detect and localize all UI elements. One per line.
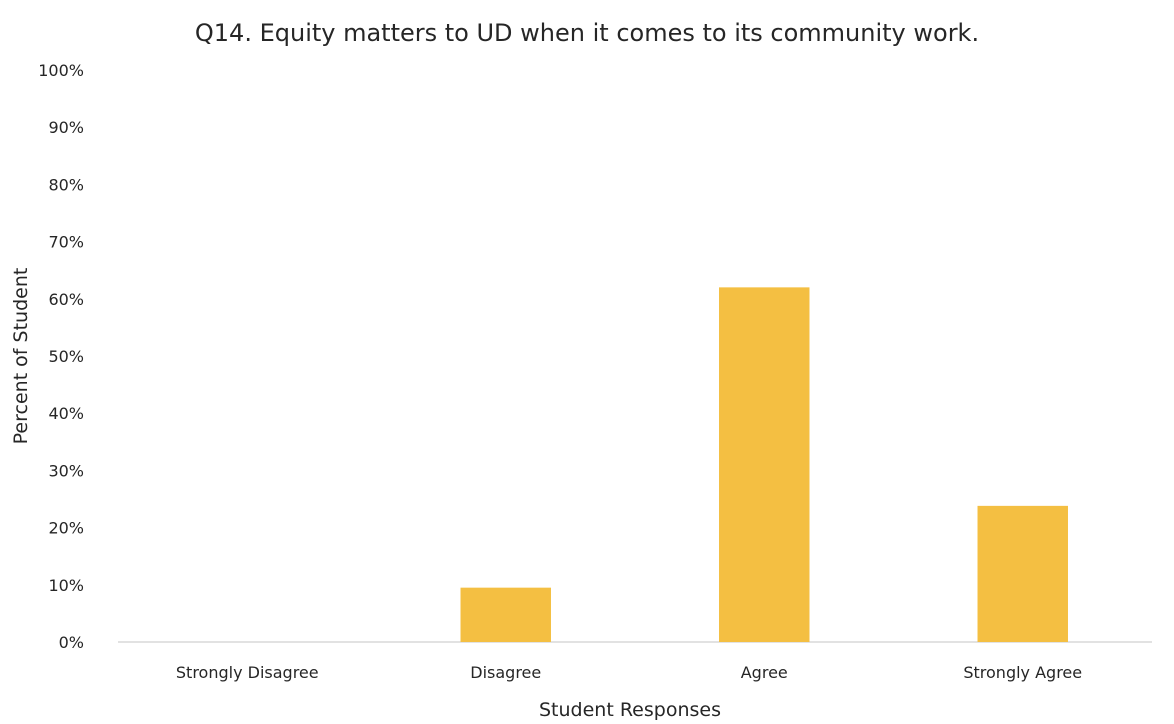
y-tick-label: 70%	[48, 233, 84, 252]
y-tick-label: 20%	[48, 519, 84, 538]
x-tick-label: Strongly Agree	[963, 663, 1082, 682]
y-tick-label: 10%	[48, 576, 84, 595]
y-tick-label: 0%	[59, 633, 84, 652]
y-tick-label: 90%	[48, 118, 84, 137]
bar-agree	[719, 287, 810, 642]
x-axis-label: Student Responses	[539, 699, 721, 721]
bar-disagree	[460, 587, 551, 642]
y-tick-label: 80%	[48, 175, 84, 194]
y-tick-label: 100%	[38, 61, 84, 80]
y-tick-label: 40%	[48, 404, 84, 423]
chart-title: Q14. Equity matters to UD when it comes …	[195, 19, 979, 47]
x-axis-ticks: Strongly Disagree Disagree Agree Strongly A…	[176, 663, 1082, 682]
y-tick-label: 30%	[48, 461, 84, 480]
bars	[460, 287, 1068, 642]
bar-strongly-agree	[977, 505, 1068, 642]
y-tick-label: 60%	[48, 290, 84, 309]
x-tick-label: Agree	[741, 663, 788, 682]
x-tick-label: Disagree	[470, 663, 541, 682]
y-axis-ticks: 0% 10% 20% 30% 40% 50% 60% 70% 80% 90% 100%	[38, 61, 84, 652]
x-tick-label: Strongly Disagree	[176, 663, 319, 682]
y-axis-label: Percent of Student	[10, 268, 32, 445]
y-tick-label: 50%	[48, 347, 84, 366]
